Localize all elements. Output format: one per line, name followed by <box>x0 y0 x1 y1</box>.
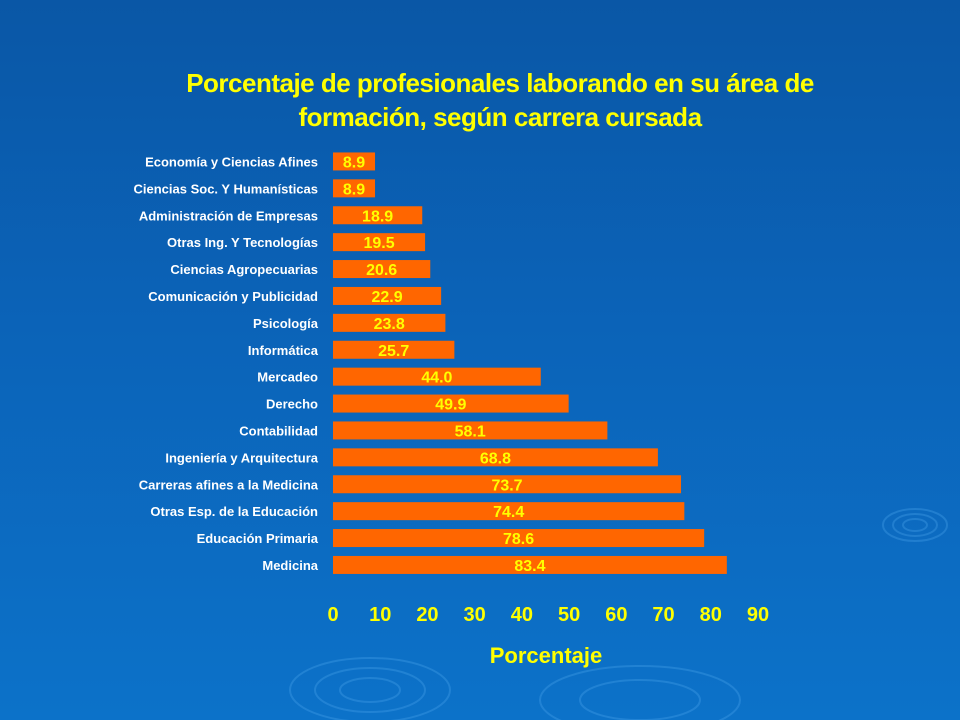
bar <box>333 340 455 359</box>
data-label: 74.4 <box>493 504 524 521</box>
data-label: 18.9 <box>362 208 393 225</box>
bar <box>333 179 376 198</box>
data-label: 78.6 <box>503 531 534 548</box>
x-tick-label: 70 <box>652 604 674 626</box>
data-label: 73.7 <box>491 477 522 494</box>
category-label: Ciencias Agropecuarias <box>170 262 318 277</box>
chart-title: Porcentaje de profesionales laborando en… <box>150 66 850 134</box>
bar <box>333 286 442 305</box>
data-label: 19.5 <box>363 235 394 252</box>
category-label: Educación Primaria <box>197 531 319 546</box>
x-axis-label: Porcentaje <box>490 643 603 668</box>
bar <box>333 475 682 494</box>
bar <box>333 260 431 279</box>
category-label: Informática <box>248 343 319 358</box>
category-label: Carreras afines a la Medicina <box>139 477 319 492</box>
bar <box>333 206 423 225</box>
category-label: Medicina <box>262 558 318 573</box>
bar <box>333 233 426 252</box>
bar <box>333 555 727 574</box>
category-label: Administración de Empresas <box>139 208 318 223</box>
bar <box>333 367 541 386</box>
x-tick-label: 30 <box>464 604 486 626</box>
category-label: Comunicación y Publicidad <box>148 289 318 304</box>
data-label: 8.9 <box>343 154 365 171</box>
x-tick-label: 10 <box>369 604 391 626</box>
bar <box>333 502 685 521</box>
bar <box>333 394 569 413</box>
chart-title-line-1: Porcentaje de profesionales laborando en… <box>186 68 814 98</box>
data-label: 23.8 <box>374 316 405 333</box>
category-label: Contabilidad <box>239 423 318 438</box>
x-tick-label: 80 <box>700 604 722 626</box>
data-label: 83.4 <box>514 558 545 575</box>
data-label: 20.6 <box>366 262 397 279</box>
chart-title-line-2: formación, según carrera cursada <box>298 102 702 132</box>
data-label: 44.0 <box>421 370 452 387</box>
category-label: Derecho <box>266 397 318 412</box>
category-label: Psicología <box>253 316 319 331</box>
data-label: 49.9 <box>435 397 466 414</box>
bar <box>333 313 446 332</box>
category-label: Economía y Ciencias Afines <box>145 154 318 169</box>
category-label: Ciencias Soc. Y Humanísticas <box>134 181 319 196</box>
data-label: 68.8 <box>480 450 511 467</box>
data-label: 25.7 <box>378 343 409 360</box>
bar <box>333 152 376 171</box>
bar <box>333 529 705 548</box>
category-label: Otras Esp. de la Educación <box>150 504 318 519</box>
x-tick-label: 90 <box>747 604 769 626</box>
data-label: 8.9 <box>343 181 365 198</box>
category-label: Otras Ing. Y Tecnologías <box>167 235 318 250</box>
bar <box>333 448 658 467</box>
data-label: 22.9 <box>371 289 402 306</box>
bar <box>333 421 608 440</box>
x-tick-label: 20 <box>416 604 438 626</box>
x-tick-label: 60 <box>605 604 627 626</box>
category-label: Ingeniería y Arquitectura <box>165 450 318 465</box>
x-tick-label: 50 <box>558 604 580 626</box>
category-label: Mercadeo <box>257 370 318 385</box>
data-label: 58.1 <box>455 423 486 440</box>
x-tick-label: 0 <box>327 604 338 626</box>
x-tick-label: 40 <box>511 604 533 626</box>
